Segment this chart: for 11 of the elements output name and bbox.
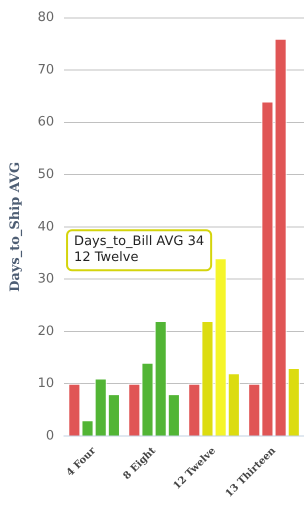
y-tick-label: 80 bbox=[38, 10, 54, 26]
y-tick-label: 10 bbox=[38, 376, 54, 392]
y-tick-label: 50 bbox=[38, 167, 54, 182]
y-tick-label: 70 bbox=[38, 62, 54, 78]
y-axis-title: Days_to_Ship AVG bbox=[8, 162, 24, 292]
y-tick-label: 20 bbox=[38, 324, 54, 339]
y-tick-label: 40 bbox=[38, 219, 54, 234]
y-tick-label: 30 bbox=[38, 272, 54, 287]
y-tick-label: 60 bbox=[38, 114, 54, 130]
y-tick-label: 0 bbox=[46, 428, 54, 444]
annotation: Days_to_Bill AVG 34 12 Twelve bbox=[74, 234, 204, 266]
